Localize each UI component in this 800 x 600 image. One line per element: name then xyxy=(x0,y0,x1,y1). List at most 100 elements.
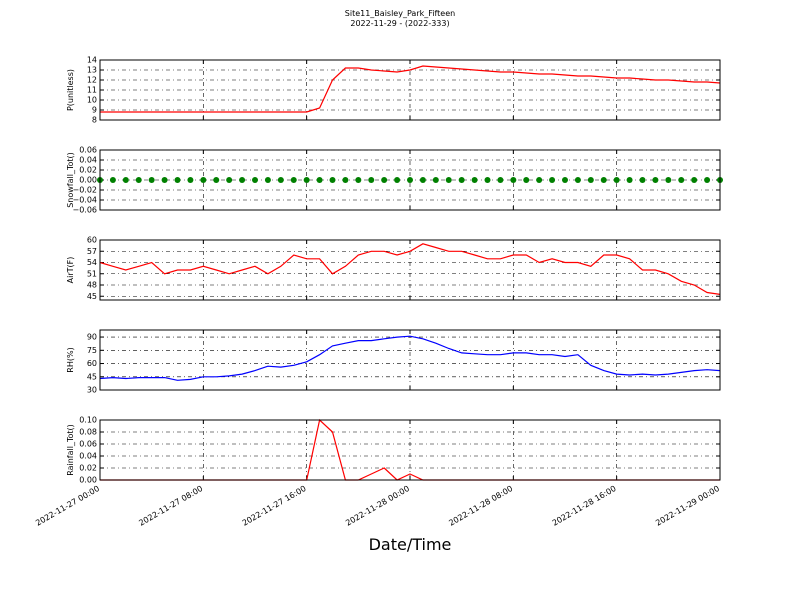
x-tick-label: 2022-11-27 16:00 xyxy=(241,484,308,528)
y-tick-label: 9 xyxy=(92,106,97,115)
data-point xyxy=(368,177,375,183)
data-point xyxy=(264,177,271,183)
y-tick-label: 0.06 xyxy=(79,440,97,449)
data-point xyxy=(394,177,401,183)
data-line xyxy=(100,65,721,113)
y-axis-label: Rainfall_Tot() xyxy=(66,424,75,476)
y-tick-label: 0.04 xyxy=(79,452,97,461)
y-tick-label: 0.02 xyxy=(79,464,97,473)
data-point xyxy=(652,177,659,183)
y-tick-label: 14 xyxy=(87,56,97,65)
plot-frame xyxy=(99,329,721,391)
data-point xyxy=(187,177,194,183)
y-tick-label: 30 xyxy=(87,386,97,395)
data-point xyxy=(445,177,452,183)
data-point xyxy=(432,177,439,183)
data-point xyxy=(252,177,258,183)
y-tick-label: 0.10 xyxy=(79,416,97,425)
data-point xyxy=(148,177,155,183)
y-tick-label: 45 xyxy=(87,372,97,381)
data-point xyxy=(574,177,581,183)
y-axis-label: P(unitless) xyxy=(66,69,75,111)
data-point xyxy=(523,177,530,183)
data-point xyxy=(109,177,116,183)
data-point xyxy=(200,177,207,183)
x-tick-label: 2022-11-28 16:00 xyxy=(551,484,618,528)
plot-frame xyxy=(99,59,721,121)
y-tick-label: 8 xyxy=(92,116,97,125)
y-tick-label: 0.00 xyxy=(79,176,97,185)
data-point xyxy=(161,177,168,183)
data-point xyxy=(135,177,142,183)
y-tick-label: 0.06 xyxy=(79,146,97,155)
data-point xyxy=(355,177,362,183)
data-point xyxy=(510,177,517,183)
data-point xyxy=(600,177,607,183)
data-point xyxy=(419,177,426,183)
data-point xyxy=(174,177,181,183)
y-axis-label: AirT(F) xyxy=(66,257,75,284)
data-point xyxy=(303,177,310,183)
y-axis-label: Snowfall_Tot() xyxy=(66,152,75,208)
y-tick-label: 75 xyxy=(87,346,97,355)
data-point xyxy=(213,177,220,183)
subtitle: 2022-11-29 - (2022-333) xyxy=(350,19,449,28)
data-point xyxy=(471,177,478,183)
x-tick-label: 2022-11-28 00:00 xyxy=(344,484,411,528)
y-tick-label: 45 xyxy=(87,292,97,301)
data-point xyxy=(122,177,129,183)
plot-frame xyxy=(99,149,721,211)
data-point xyxy=(342,177,349,183)
data-point xyxy=(549,177,556,183)
title: Site11_Baisley_Park_Fifteen xyxy=(345,9,455,18)
y-tick-label: 48 xyxy=(87,281,97,290)
data-point xyxy=(704,177,711,183)
plot-frame xyxy=(99,239,721,301)
y-tick-label: 60 xyxy=(87,236,97,245)
y-tick-label: 51 xyxy=(87,269,97,278)
data-point xyxy=(226,177,233,183)
data-point xyxy=(484,177,491,183)
data-point xyxy=(277,177,284,183)
y-tick-label: −0.02 xyxy=(72,186,97,195)
y-tick-label: −0.04 xyxy=(72,196,97,205)
data-point xyxy=(678,177,685,183)
y-tick-label: 54 xyxy=(87,258,97,267)
data-point xyxy=(613,177,620,183)
y-tick-label: 0.08 xyxy=(79,428,97,437)
data-point xyxy=(691,177,698,183)
x-tick-label: 2022-11-27 08:00 xyxy=(137,484,204,528)
data-line xyxy=(99,243,721,295)
y-tick-label: 13 xyxy=(87,66,97,75)
y-tick-label: 0.00 xyxy=(79,476,97,485)
data-line xyxy=(99,335,721,381)
x-tick-label: 2022-11-29 00:00 xyxy=(654,484,721,528)
y-tick-label: 0.02 xyxy=(79,166,97,175)
data-point xyxy=(536,177,543,183)
data-point xyxy=(316,177,323,183)
y-tick-label: 60 xyxy=(87,359,97,368)
y-tick-label: −0.06 xyxy=(72,206,97,215)
y-axis-label: RH(%) xyxy=(66,347,75,372)
y-tick-label: 12 xyxy=(87,76,97,85)
data-point xyxy=(497,177,504,183)
y-tick-label: 90 xyxy=(87,333,97,342)
y-tick-label: 10 xyxy=(87,96,97,105)
x-tick-label: 2022-11-28 08:00 xyxy=(447,484,514,528)
y-tick-label: 11 xyxy=(87,86,97,95)
data-point xyxy=(626,177,633,183)
data-point xyxy=(587,177,594,183)
data-point xyxy=(290,177,297,183)
data-point xyxy=(639,177,646,183)
data-point xyxy=(381,177,388,183)
y-tick-label: 0.04 xyxy=(79,156,97,165)
data-point xyxy=(407,177,413,183)
x-tick-label: 2022-11-27 00:00 xyxy=(34,484,101,528)
data-point xyxy=(239,177,246,183)
data-point xyxy=(562,177,568,183)
plot-frame xyxy=(99,419,721,481)
data-point xyxy=(329,177,336,183)
x-axis-label: Date/Time xyxy=(369,535,452,554)
data-point xyxy=(458,177,465,183)
